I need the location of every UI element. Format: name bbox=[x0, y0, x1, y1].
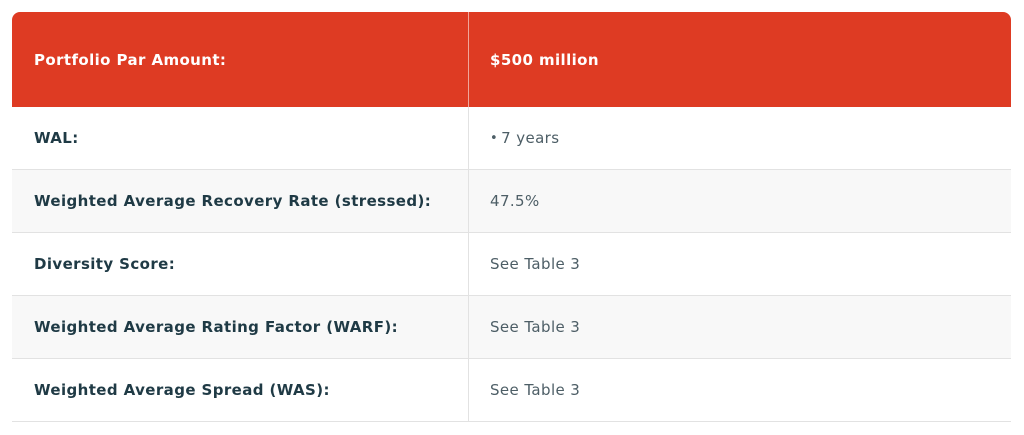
table-header-row: Portfolio Par Amount: $500 million bbox=[12, 12, 1011, 107]
portfolio-table: Portfolio Par Amount: $500 million WAL: … bbox=[12, 12, 1011, 422]
table-row: WAL: • 7 years bbox=[12, 107, 1011, 170]
row-label: Diversity Score: bbox=[34, 255, 176, 273]
table-row: Weighted Average Spread (WAS): See Table… bbox=[12, 359, 1011, 422]
row-label-cell: WAL: bbox=[12, 107, 469, 169]
table-row: Diversity Score: See Table 3 bbox=[12, 233, 1011, 296]
row-value-cell: See Table 3 bbox=[469, 233, 1011, 295]
row-label: Weighted Average Spread (WAS): bbox=[34, 381, 330, 399]
header-label-cell: Portfolio Par Amount: bbox=[12, 12, 469, 107]
row-label: Weighted Average Rating Factor (WARF): bbox=[34, 318, 399, 336]
row-value-cell: • 7 years bbox=[469, 107, 1011, 169]
header-value-cell: $500 million bbox=[469, 12, 1011, 107]
row-label: WAL: bbox=[34, 129, 79, 147]
bullet-icon: • bbox=[490, 130, 499, 146]
row-value-cell: 47.5% bbox=[469, 170, 1011, 232]
row-label-cell: Weighted Average Spread (WAS): bbox=[12, 359, 469, 421]
row-value-cell: See Table 3 bbox=[469, 296, 1011, 358]
row-value-cell: See Table 3 bbox=[469, 359, 1011, 421]
row-value: See Table 3 bbox=[490, 381, 581, 399]
row-value: See Table 3 bbox=[490, 255, 581, 273]
row-value: 47.5% bbox=[490, 192, 540, 210]
row-value: See Table 3 bbox=[490, 318, 581, 336]
table-row: Weighted Average Rating Factor (WARF): S… bbox=[12, 296, 1011, 359]
header-label: Portfolio Par Amount: bbox=[34, 50, 227, 69]
row-label: Weighted Average Recovery Rate (stressed… bbox=[34, 192, 432, 210]
header-value: $500 million bbox=[490, 50, 599, 69]
row-label-cell: Diversity Score: bbox=[12, 233, 469, 295]
row-label-cell: Weighted Average Rating Factor (WARF): bbox=[12, 296, 469, 358]
table-row: Weighted Average Recovery Rate (stressed… bbox=[12, 170, 1011, 233]
row-label-cell: Weighted Average Recovery Rate (stressed… bbox=[12, 170, 469, 232]
row-value: 7 years bbox=[501, 129, 560, 147]
